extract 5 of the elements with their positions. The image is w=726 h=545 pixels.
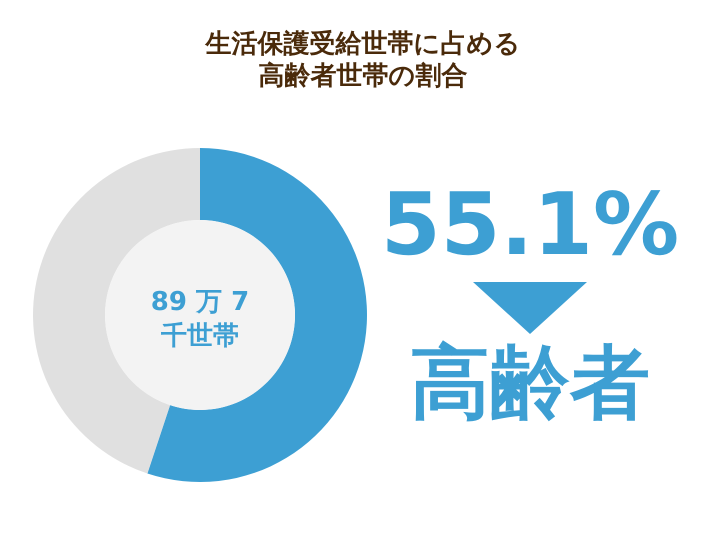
legend-label: 高齢者 <box>409 335 651 431</box>
data-label: 55.1% <box>380 175 680 275</box>
chart-title: 生活保護受給世帯に占める高齢者世帯の割合 <box>204 28 522 92</box>
text: 89 万 7 千世帯 <box>150 286 250 353</box>
donut-slice <box>147 148 367 482</box>
